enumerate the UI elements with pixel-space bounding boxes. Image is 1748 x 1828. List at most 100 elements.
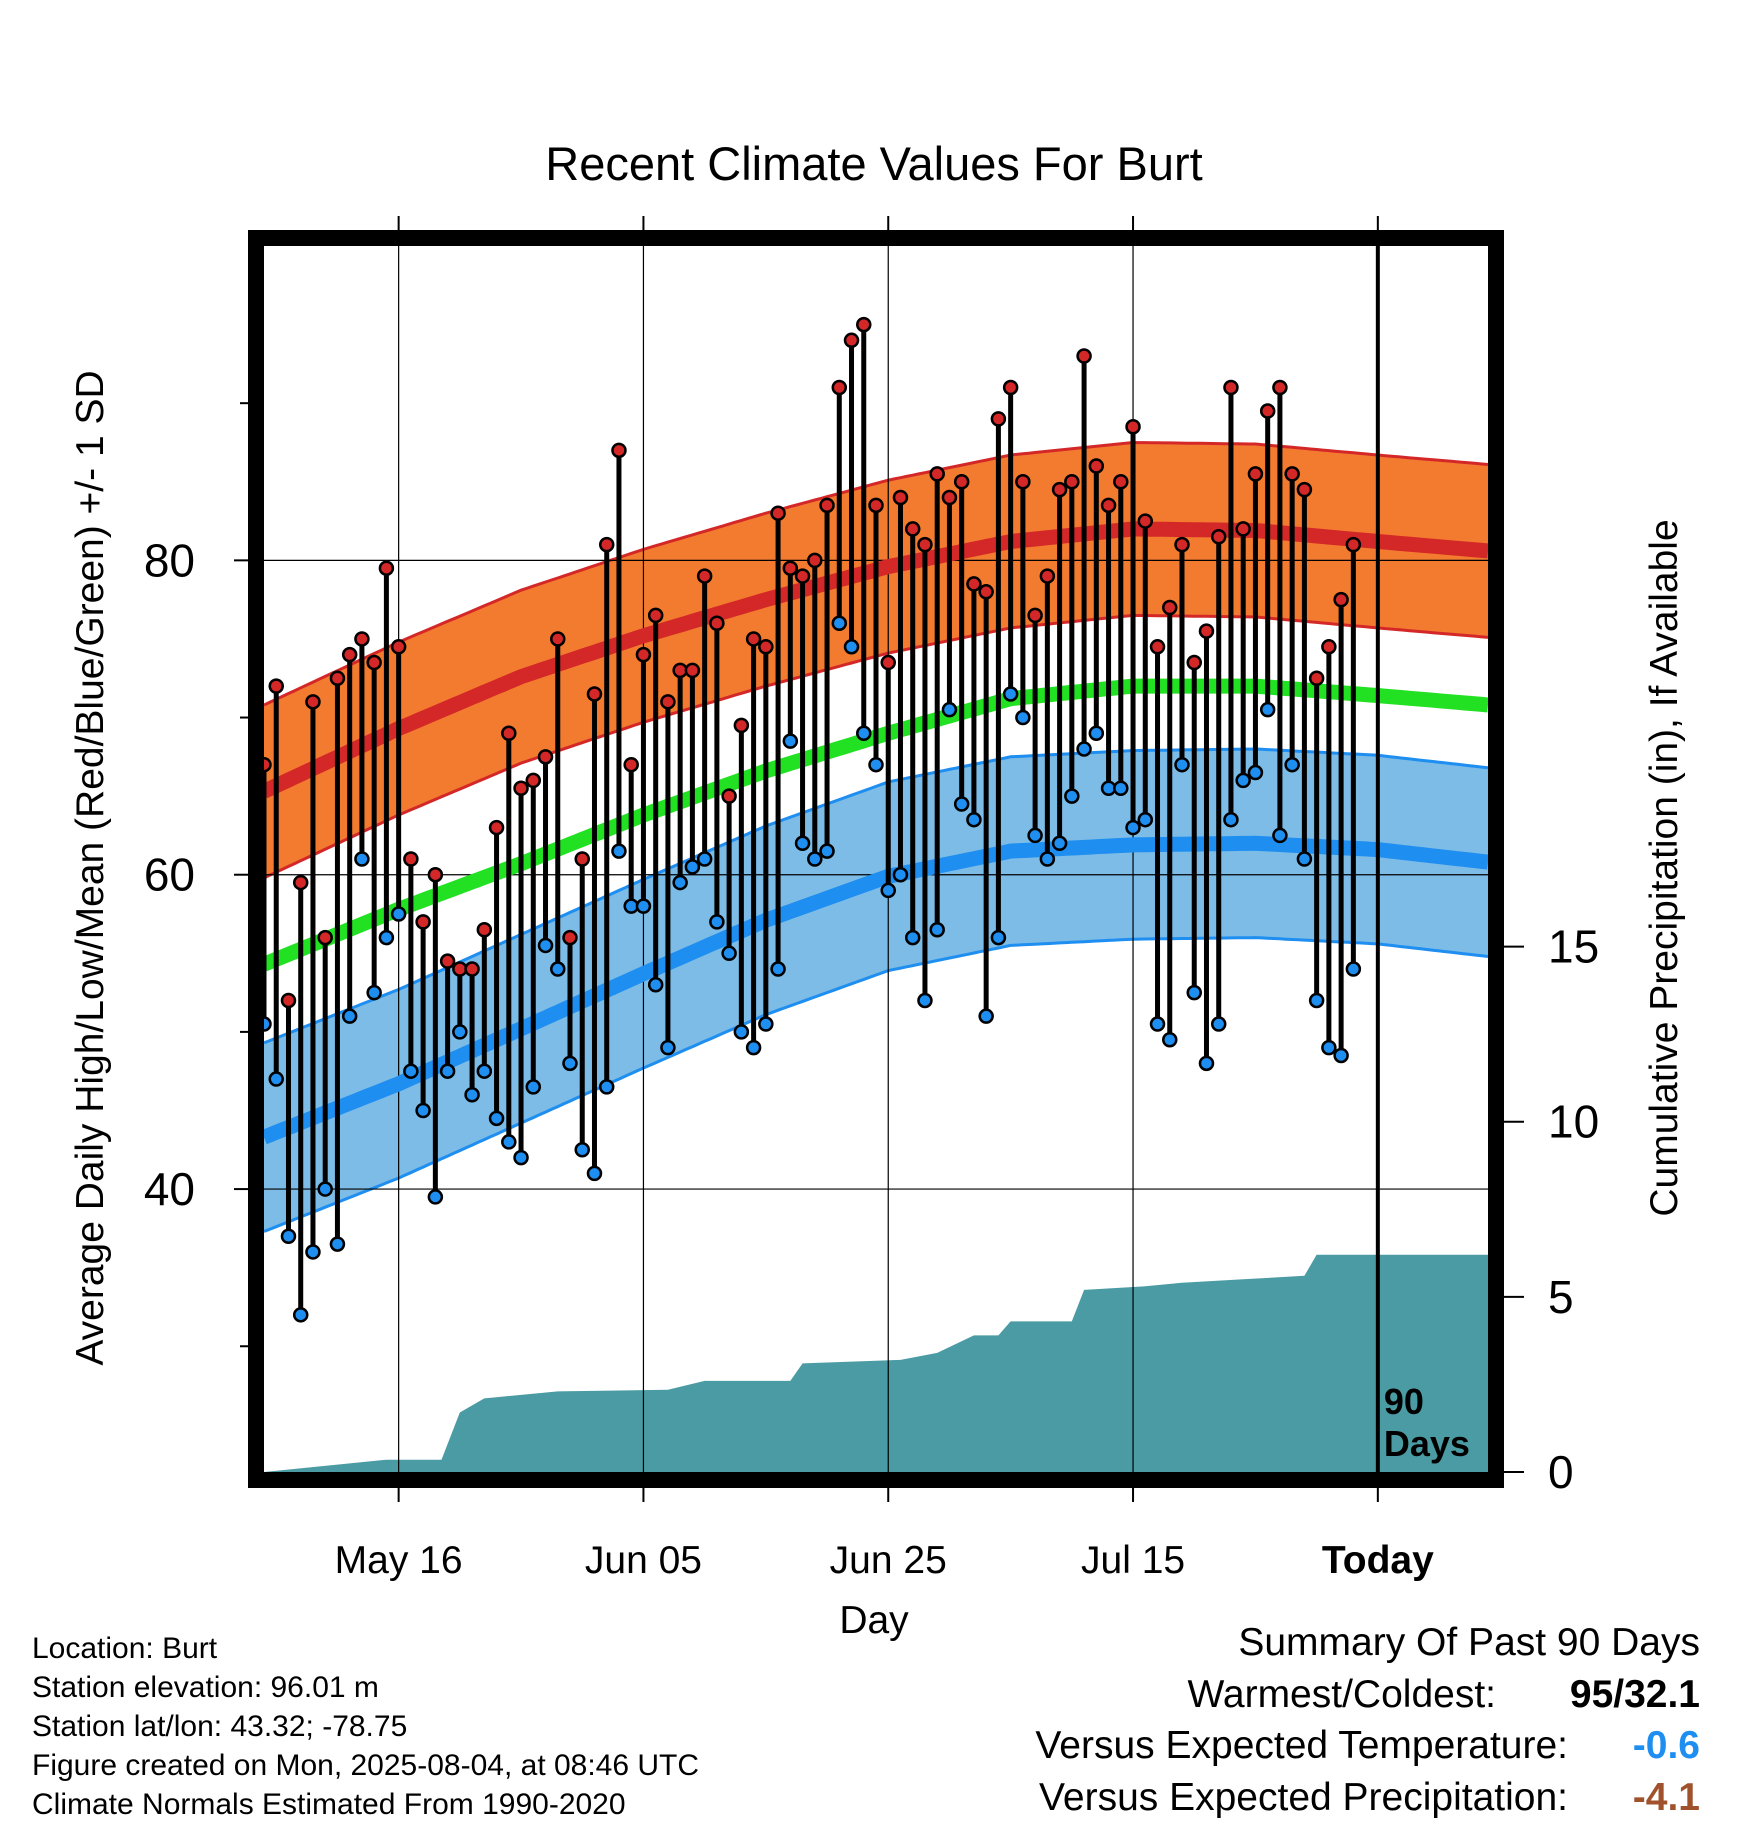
band-low [264, 749, 1488, 1232]
daily-high-point [1088, 458, 1105, 474]
daily-high-point [562, 929, 578, 946]
daily-high-point [403, 851, 419, 867]
daily-high-point [317, 929, 333, 946]
daily-low-point [427, 1189, 444, 1205]
daily-high-point [807, 552, 823, 569]
y-axis-label: Average Daily High/Low/Mean (Red/Blue/Gr… [69, 370, 112, 1365]
daily-high-point [1027, 607, 1043, 624]
y-tick-label: 60 [144, 849, 195, 901]
daily-low-point [635, 898, 652, 914]
daily-high-point [892, 489, 909, 506]
daily-low-point [562, 1055, 578, 1072]
daily-low-point [880, 882, 896, 899]
daily-low-point [904, 929, 921, 946]
daily-low-point [1223, 811, 1239, 828]
daily-high-point [574, 851, 590, 867]
daily-low-point [953, 796, 970, 812]
daily-high-point [268, 678, 284, 694]
info-normals: Climate Normals Estimated From 1990-2020 [32, 1788, 626, 1821]
daily-low-point [819, 843, 835, 859]
daily-low-point [1027, 827, 1043, 844]
plot-frame [248, 230, 1504, 1488]
daily-low-point [647, 976, 664, 993]
daily-low-point [1088, 725, 1105, 742]
daily-high-point [354, 631, 370, 647]
daily-high-point [1100, 497, 1117, 514]
summary-title: Summary Of Past 90 Days [1238, 1621, 1700, 1664]
info-elevation: Station elevation: 96.01 m [32, 1671, 379, 1704]
daily-low-point [696, 851, 713, 867]
daily-high-point [709, 615, 725, 631]
daily-high-point [513, 780, 529, 797]
daily-low-point [1345, 961, 1362, 977]
daily-low-point [366, 984, 382, 1001]
normal-line-low [264, 835, 1488, 1145]
band-edge-upper-low [264, 747, 1488, 1045]
precip-fill [264, 1254, 1488, 1472]
y2-tick-label: 10 [1548, 1096, 1599, 1148]
summary-precip-label: Versus Expected Precipitation: [1039, 1776, 1568, 1819]
daily-high-point [953, 474, 970, 490]
daily-high-point [1186, 654, 1202, 671]
daily-high-point [1308, 670, 1325, 686]
daily-low-point [1308, 992, 1325, 1009]
daily-low-point [464, 1087, 480, 1103]
daily-low-point [1186, 984, 1202, 1001]
daily-low-point [611, 843, 627, 859]
daily-high-point [904, 521, 921, 537]
daily-high-point [941, 489, 958, 506]
daily-high-point [1284, 466, 1300, 482]
x-axis-label: Day [839, 1599, 909, 1642]
daily-low-point [917, 992, 933, 1009]
daily-high-point [1064, 474, 1080, 490]
daily-low-point [978, 1008, 994, 1024]
daily-high-point [721, 788, 737, 804]
daily-high-point [856, 316, 872, 333]
daily-low-point [721, 945, 737, 962]
daily-high-point [831, 379, 848, 396]
daily-high-point [1272, 379, 1288, 396]
y-axis: 40 60 80 [144, 402, 248, 1348]
daily-stems [261, 324, 1356, 1315]
daily-low-point [1235, 772, 1251, 789]
precipitation-area [264, 1254, 1488, 1472]
daily-low-point [745, 1039, 762, 1056]
y2-axis: 0 5 10 15 [1504, 921, 1599, 1498]
daily-high-point [1137, 513, 1154, 529]
daily-low-point [1149, 1016, 1166, 1032]
daily-low-point [452, 1024, 468, 1040]
daily-high-point [635, 646, 652, 663]
daily-low-point [892, 866, 909, 883]
daily-high-point [733, 717, 750, 734]
daily-low-point [488, 1110, 505, 1127]
daily-low-point [733, 1024, 750, 1040]
daily-low-point [329, 1236, 346, 1252]
daily-low-point [403, 1063, 419, 1079]
daily-low-point [550, 961, 566, 977]
daily-low-point [868, 756, 884, 773]
summary-temp-label: Versus Expected Temperature: [1035, 1724, 1568, 1767]
daily-low-point [672, 874, 688, 891]
y2-tick-label: 15 [1548, 921, 1599, 973]
daily-points [256, 316, 1362, 1323]
daily-low-point [1039, 851, 1056, 867]
x-tick-label: Jun 25 [830, 1539, 947, 1582]
daily-high-point [1076, 348, 1092, 364]
daily-high-point [501, 725, 517, 742]
frame-border [248, 230, 1504, 1488]
daily-low-point [1296, 851, 1313, 867]
daily-low-point [1333, 1047, 1349, 1064]
daily-low-point [941, 701, 958, 718]
daily-low-point [292, 1307, 309, 1323]
daily-high-point [794, 568, 811, 584]
daily-high-point [868, 497, 884, 514]
daily-low-point [537, 937, 554, 954]
daily-low-point [378, 929, 395, 946]
daily-high-point [464, 961, 480, 977]
daily-high-point [1149, 639, 1166, 655]
daily-high-point [390, 639, 407, 655]
daily-high-point [819, 497, 835, 514]
daily-high-point [1162, 599, 1178, 616]
daily-low-point [1137, 811, 1154, 828]
